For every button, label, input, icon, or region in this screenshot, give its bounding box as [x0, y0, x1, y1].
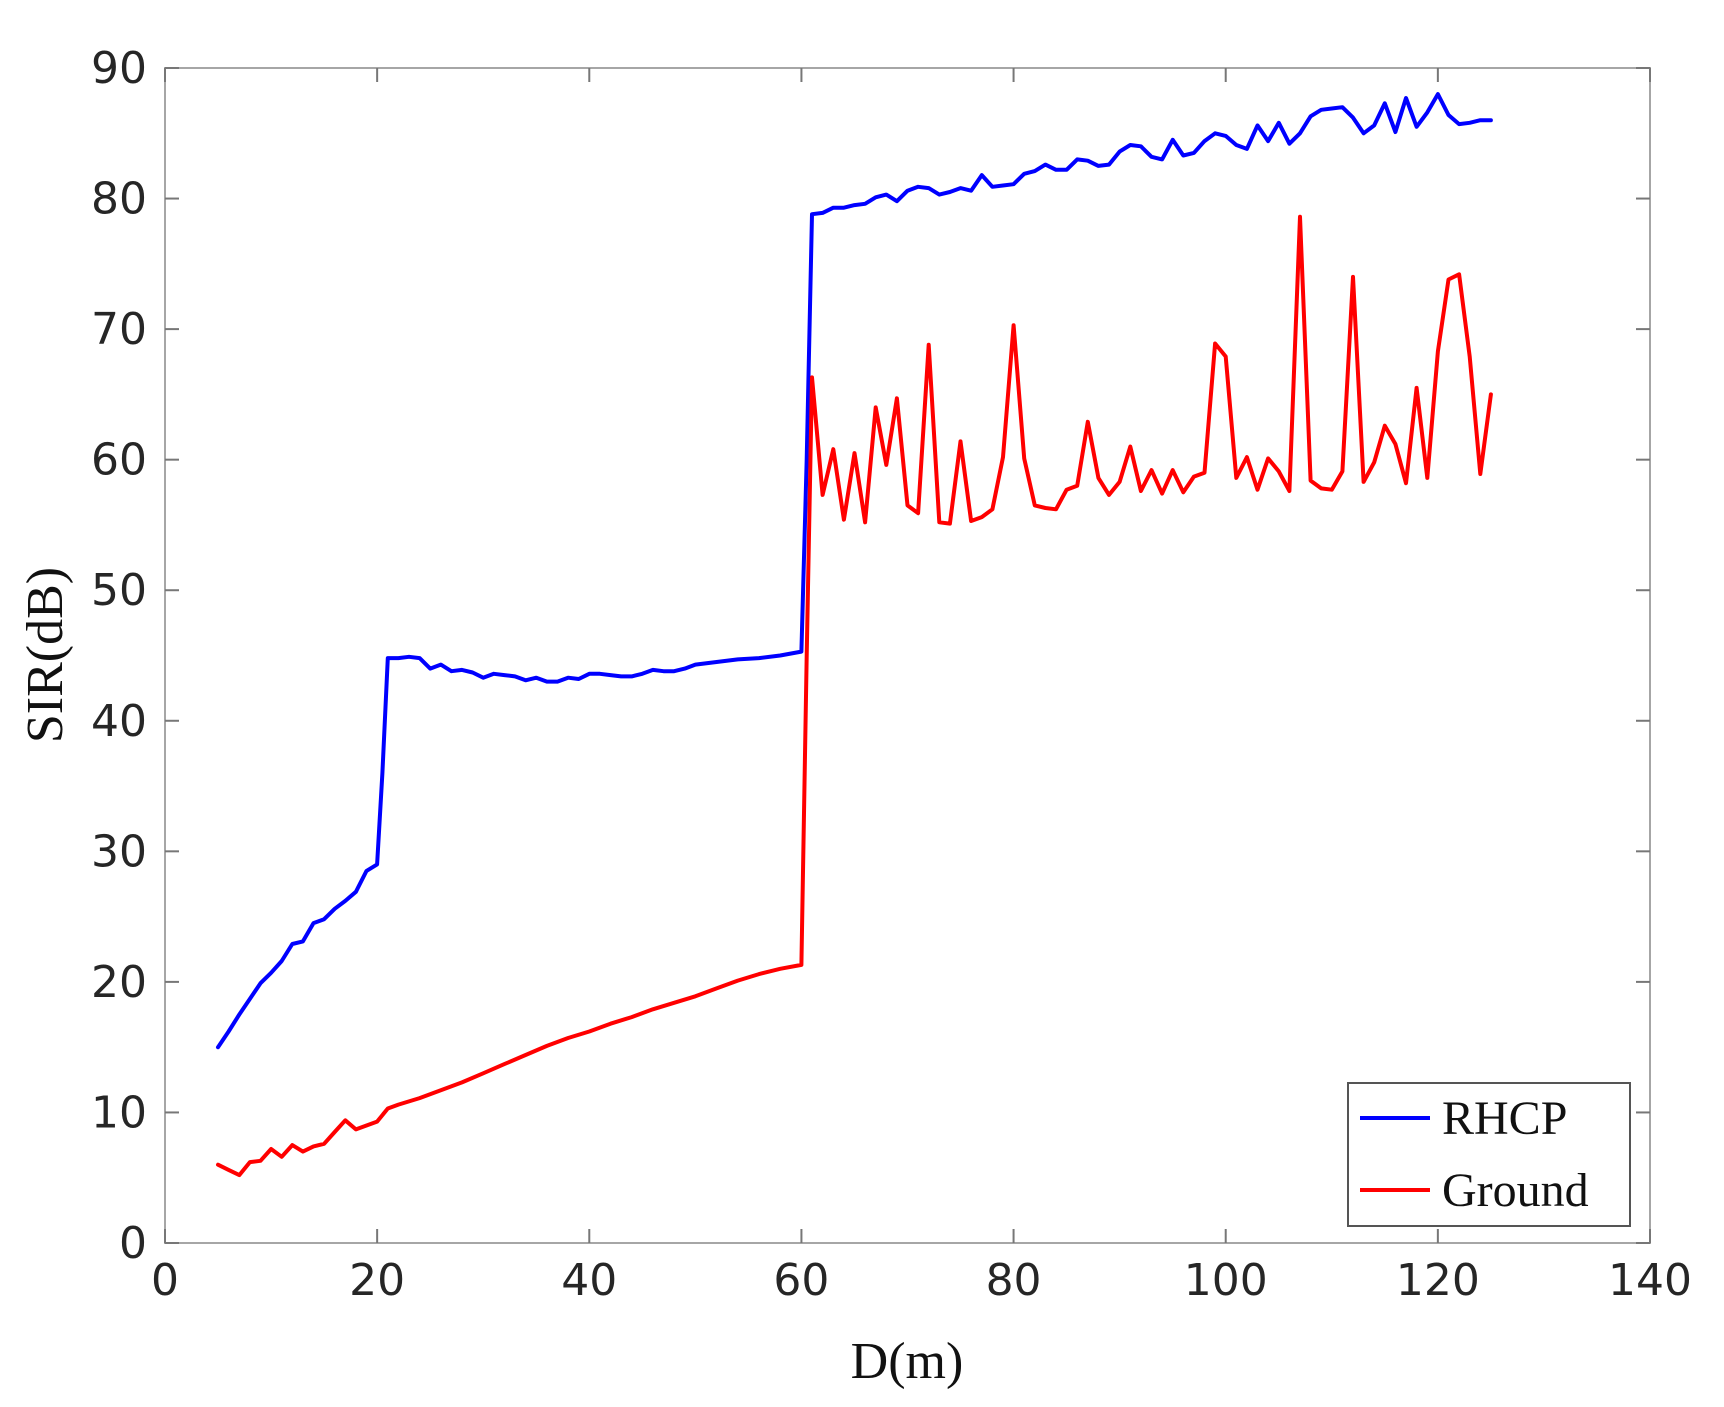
plot-area — [164, 67, 1651, 1244]
y-tick-labels: 0 10 20 30 40 50 60 70 80 90 — [91, 43, 147, 1269]
x-tick-label-80: 80 — [986, 1255, 1042, 1306]
x-tick-label-40: 40 — [561, 1255, 617, 1306]
x-tick-label-120: 120 — [1396, 1255, 1480, 1306]
series-line-rhcp — [216, 92, 1493, 1050]
y-tick-label-40: 40 — [91, 696, 147, 747]
y-tick-label-20: 20 — [91, 957, 147, 1008]
y-tick-label-90: 90 — [91, 43, 147, 94]
x-tick-label-100: 100 — [1184, 1255, 1268, 1306]
x-tick-label-20: 20 — [349, 1255, 405, 1306]
axis-ticks — [164, 67, 1651, 1244]
x-tick-label-140: 140 — [1608, 1255, 1692, 1306]
legend-label-rhcp: RHCP — [1442, 1092, 1567, 1145]
y-tick-label-0: 0 — [119, 1218, 147, 1269]
legend-box — [1347, 1082, 1631, 1227]
x-axis-title: D(m) — [851, 1333, 964, 1390]
legend-label-ground: Ground — [1442, 1164, 1589, 1217]
y-tick-label-50: 50 — [91, 565, 147, 616]
y-tick-label-80: 80 — [91, 174, 147, 225]
y-tick-label-70: 70 — [91, 304, 147, 355]
y-tick-label-60: 60 — [91, 435, 147, 486]
y-tick-label-30: 30 — [91, 826, 147, 877]
y-axis-title: SIR(dB) — [17, 567, 74, 743]
legend: RHCP Ground — [1347, 1082, 1631, 1227]
x-tick-label-60: 60 — [773, 1255, 829, 1306]
x-tick-label-0: 0 — [151, 1255, 179, 1306]
y-tick-label-10: 10 — [91, 1087, 147, 1138]
series-layer — [216, 92, 1493, 1178]
series-line-ground — [216, 214, 1493, 1178]
x-tick-labels: 0 20 40 60 80 100 120 140 — [151, 1255, 1692, 1306]
